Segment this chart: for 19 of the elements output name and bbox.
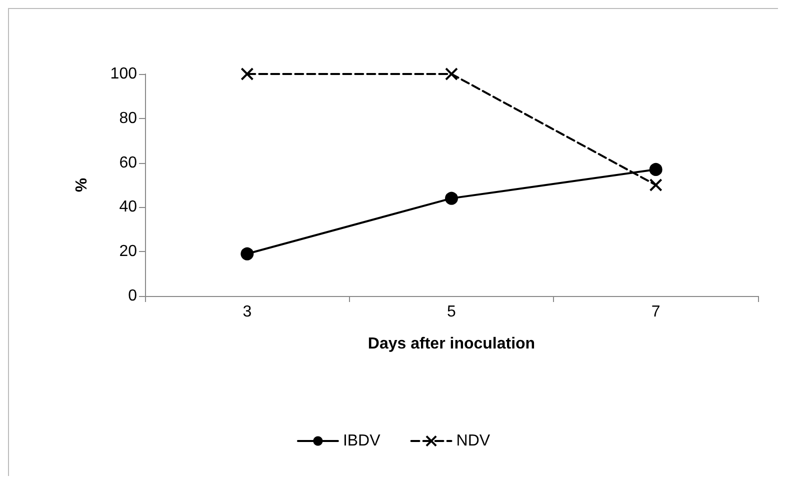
point	[649, 162, 662, 176]
y-axis-title: %	[74, 178, 90, 192]
point	[240, 247, 254, 260]
point	[240, 68, 254, 80]
x-tick-label: 7	[651, 304, 660, 320]
y-tick-label: 0	[128, 288, 138, 304]
x-axis-title: Days after inoculation	[368, 336, 536, 352]
legend-label: IBDV	[342, 432, 381, 450]
point	[445, 68, 458, 80]
y-tick-label: 60	[119, 154, 138, 172]
x-tick-label: 5	[447, 304, 456, 320]
y-tick-label: 100	[110, 66, 138, 82]
x-tick-label: 3	[242, 304, 252, 320]
y-tick-label: 20	[119, 243, 138, 260]
point	[445, 192, 458, 205]
y-tick-label: 80	[119, 110, 138, 127]
point	[649, 178, 662, 192]
y-tick-label: 40	[119, 198, 138, 216]
legend-label: NDV	[456, 432, 490, 450]
